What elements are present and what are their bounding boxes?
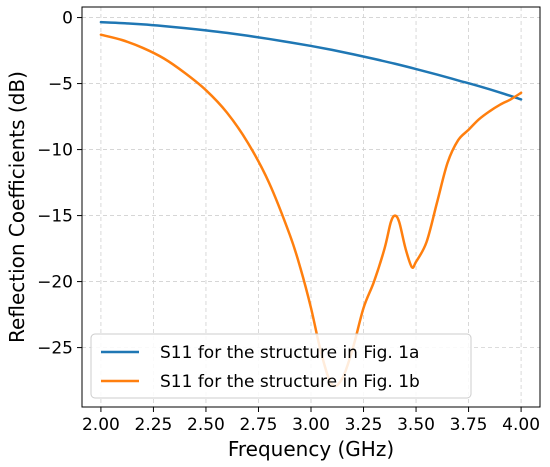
y-axis-title: Reflection Coefficients (dB): [5, 71, 29, 343]
x-axis-title: Frequency (GHz): [228, 437, 394, 461]
x-tick-label: 2.00: [82, 415, 120, 435]
x-tick-label: 3.25: [345, 415, 383, 435]
x-tick-label: 2.25: [135, 415, 173, 435]
ticks: 2.00 2.25 2.50 2.75 3.00 3.25 3.50 3.75 4.00 0 −5 −…: [37, 9, 540, 435]
legend: S11 for the structure in Fig. 1a S11 for…: [90, 333, 472, 399]
y-tick-label: −10: [37, 141, 73, 161]
y-tick-label: −5: [48, 75, 73, 95]
x-tick-label: 2.50: [187, 415, 225, 435]
x-tick-label: 4.00: [502, 415, 540, 435]
legend-box: [90, 333, 472, 399]
y-tick-label: −25: [37, 339, 73, 359]
y-tick-label: −15: [37, 207, 73, 227]
x-tick-label: 3.75: [450, 415, 488, 435]
legend-label-fig-1a: S11 for the structure in Fig. 1a: [160, 343, 419, 363]
x-tick-label: 2.75: [240, 415, 278, 435]
y-tick-label: 0: [62, 9, 73, 29]
grid: [82, 7, 540, 407]
x-tick-label: 3.00: [292, 415, 330, 435]
legend-label-fig-1b: S11 for the structure in Fig. 1b: [160, 372, 420, 392]
series-layer: [99, 20, 523, 388]
series-line-fig-1a: [99, 20, 523, 101]
y-tick-label: −20: [37, 273, 73, 293]
x-tick-label: 3.50: [397, 415, 435, 435]
series-line-fig-1b: [99, 33, 523, 388]
